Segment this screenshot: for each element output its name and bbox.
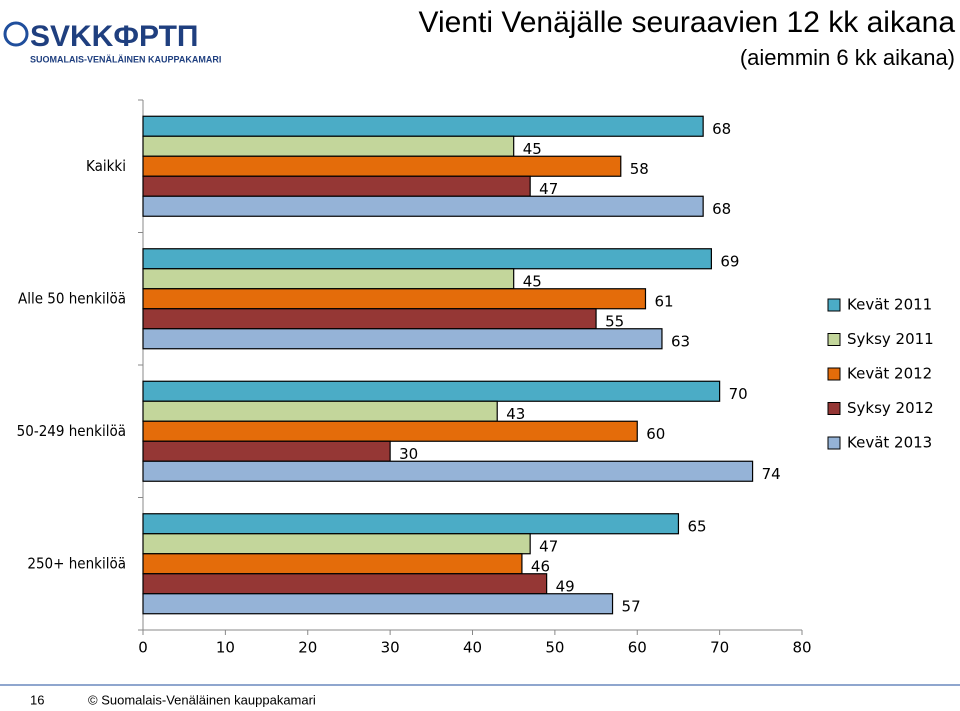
legend-swatch: [827, 333, 841, 346]
data-label: 45: [523, 272, 542, 290]
bar: [142, 268, 515, 290]
data-label: 55: [605, 312, 624, 330]
data-label: 58: [630, 160, 649, 178]
bar: [142, 420, 638, 442]
x-tick-label: 60: [628, 639, 647, 657]
bar: [142, 195, 704, 217]
bar: [142, 400, 498, 422]
bar: [142, 175, 531, 197]
category-label: Kaikki: [86, 157, 126, 175]
bar: [142, 135, 515, 157]
legend-swatch: [827, 298, 841, 312]
bar: [142, 573, 548, 595]
data-label: 47: [539, 537, 558, 555]
logo-icon: [3, 21, 29, 47]
x-tick-label: 0: [138, 639, 148, 657]
data-label: 63: [671, 332, 690, 350]
bar: [142, 440, 391, 462]
bar: [142, 513, 680, 535]
x-tick-label: 40: [463, 639, 482, 657]
bar: [142, 288, 647, 310]
bar: [142, 155, 622, 177]
data-label: 57: [622, 597, 641, 615]
bar: [142, 248, 712, 270]
data-label: 49: [556, 577, 575, 595]
legend-label: Syksy 2011: [847, 330, 934, 348]
data-label: 68: [712, 120, 731, 138]
x-tick-label: 80: [792, 639, 811, 657]
x-tick-label: 10: [216, 639, 235, 657]
data-label: 30: [399, 445, 418, 463]
bar: [142, 460, 754, 482]
category-label: 50-249 henkilöä: [17, 422, 126, 440]
x-tick-label: 70: [710, 639, 729, 657]
chart-title: Vienti Venäjälle seuraavien 12 kk aikana: [419, 6, 956, 39]
data-label: 68: [712, 200, 731, 218]
data-label: 47: [539, 180, 558, 198]
logo-subtitle: SUOMALAIS-VENÄLÄINEN KAUPPAKAMARI: [30, 54, 221, 64]
legend-label: Syksy 2012: [847, 399, 934, 417]
legend-label: Kevät 2012: [847, 365, 932, 383]
legend-swatch: [827, 367, 841, 381]
data-label: 74: [762, 465, 781, 483]
bar: [142, 593, 614, 615]
logo-name: SVKKФРТП: [30, 20, 198, 53]
copyright: © Suomalais-Venäläinen kauppakamari: [88, 692, 316, 707]
chart-subtitle: (aiemmin 6 kk aikana): [740, 45, 955, 70]
legend-swatch: [827, 436, 841, 450]
bar: [142, 380, 721, 402]
data-label: 61: [654, 292, 673, 310]
bar: [142, 553, 523, 575]
category-label: 250+ henkilöä: [27, 554, 126, 572]
bar: [142, 533, 531, 555]
bar: [142, 115, 704, 137]
x-tick-label: 30: [381, 639, 400, 657]
data-label: 46: [531, 557, 550, 575]
data-label: 45: [523, 140, 542, 158]
data-label: 43: [506, 405, 525, 423]
data-label: 70: [729, 385, 748, 403]
bar: [142, 308, 597, 330]
page-number: 16: [30, 692, 44, 707]
category-label: Alle 50 henkilöä: [18, 289, 126, 307]
logo: SVKKФРТП SUOMALAIS-VENÄLÄINEN KAUPPAKAMA…: [3, 20, 221, 64]
x-tick-label: 20: [298, 639, 317, 657]
data-label: 60: [646, 425, 665, 443]
data-label: 65: [687, 517, 706, 535]
x-tick-label: 50: [545, 639, 564, 657]
bar: [142, 328, 663, 350]
legend-swatch: [827, 402, 841, 415]
data-label: 69: [720, 252, 739, 270]
legend-label: Kevät 2013: [847, 434, 932, 452]
legend-label: Kevät 2011: [847, 296, 932, 314]
